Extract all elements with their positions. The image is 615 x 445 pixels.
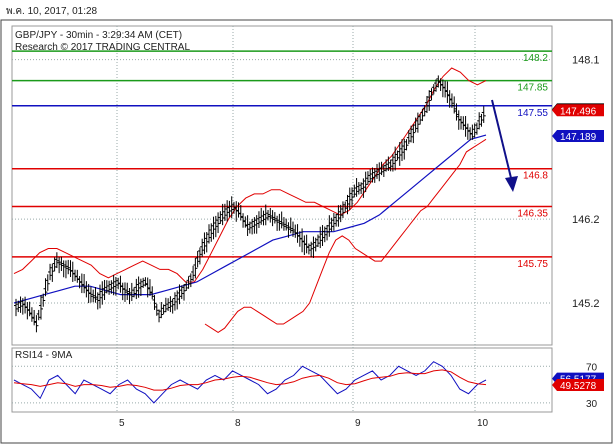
price-tag-label: 147.189 <box>560 132 597 143</box>
price-tag-label: 147.496 <box>560 106 597 117</box>
level-label: 145.75 <box>517 259 548 270</box>
price-tag <box>552 130 604 143</box>
x-tick-label: 10 <box>477 418 489 429</box>
rsi-title: RSI14 - 9MA <box>15 350 73 361</box>
rsi-series-9ma <box>13 369 487 391</box>
x-tick-label: 8 <box>235 418 241 429</box>
outer-frame <box>0 19 613 444</box>
price-tag <box>552 104 604 117</box>
bollinger-upper-line <box>13 67 487 283</box>
forecast-arrow-head <box>505 176 518 192</box>
level-label: 148.2 <box>523 53 548 64</box>
level-label: 146.8 <box>523 171 548 182</box>
moving-average-line <box>13 134 487 304</box>
rsi-tag <box>552 379 604 392</box>
level-label: 146.35 <box>517 208 548 219</box>
x-tick-label: 5 <box>119 418 125 429</box>
forecast-arrow <box>491 99 513 183</box>
rsi-panel <box>11 347 553 413</box>
x-tick-label: 9 <box>355 418 361 429</box>
y-tick-label: 145.2 <box>572 298 600 310</box>
timestamp: พ.ค. 10, 2017, 01:28 <box>6 6 98 17</box>
rsi-tick-label: 30 <box>586 399 598 410</box>
bollinger-lower-line <box>204 138 487 333</box>
rsi-tag-label: 49.5278 <box>560 381 597 392</box>
level-label: 147.85 <box>517 83 548 94</box>
instrument-label: GBP/JPY - 30min - 3:29:34 AM (CET) <box>15 30 183 41</box>
y-tick-label: 148.1 <box>572 55 600 67</box>
rsi-tick-label: 70 <box>586 362 598 373</box>
research-label: Research © 2017 TRADING CENTRAL <box>15 42 191 53</box>
level-label: 147.55 <box>517 108 548 119</box>
y-tick-label: 146.2 <box>572 214 600 226</box>
